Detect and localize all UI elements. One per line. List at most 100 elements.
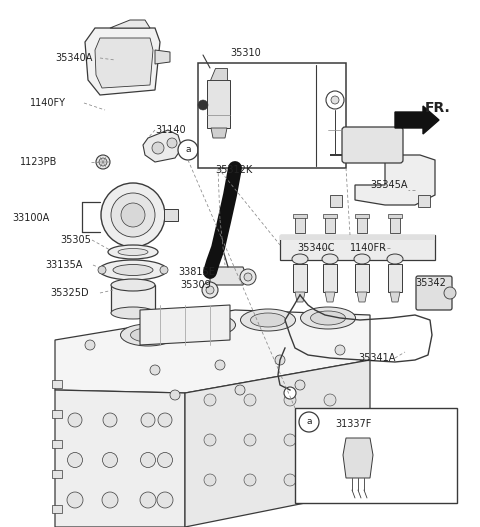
Text: 33135A: 33135A: [45, 260, 83, 270]
Polygon shape: [55, 390, 185, 527]
Polygon shape: [140, 305, 230, 345]
Bar: [330, 195, 342, 207]
Bar: [52, 440, 62, 448]
Polygon shape: [110, 20, 150, 28]
Bar: [295, 217, 305, 233]
Text: 31140: 31140: [155, 125, 186, 135]
Text: 35341A: 35341A: [358, 353, 396, 363]
Bar: [323, 214, 337, 218]
Text: 35340C: 35340C: [297, 243, 335, 253]
Polygon shape: [95, 38, 153, 88]
Circle shape: [157, 492, 173, 508]
Bar: [52, 505, 62, 513]
Text: 35309: 35309: [180, 280, 211, 290]
Text: 35345A: 35345A: [370, 180, 408, 190]
Polygon shape: [295, 292, 305, 302]
Circle shape: [96, 155, 110, 169]
Ellipse shape: [191, 318, 226, 332]
Ellipse shape: [292, 254, 308, 264]
Ellipse shape: [300, 307, 356, 329]
Circle shape: [244, 474, 256, 486]
Polygon shape: [343, 438, 373, 478]
Circle shape: [157, 453, 172, 467]
Bar: [280, 235, 435, 240]
Circle shape: [204, 474, 216, 486]
Circle shape: [204, 394, 216, 406]
Text: a: a: [185, 145, 191, 154]
Bar: [164, 209, 178, 221]
Bar: [355, 264, 369, 292]
Ellipse shape: [387, 254, 403, 264]
Ellipse shape: [113, 265, 153, 276]
Text: 1140FR: 1140FR: [350, 243, 387, 253]
Circle shape: [198, 100, 208, 110]
Text: 31337F: 31337F: [335, 419, 372, 429]
Text: 35305: 35305: [60, 235, 91, 245]
Text: 35325D: 35325D: [50, 288, 89, 298]
Circle shape: [140, 492, 156, 508]
Ellipse shape: [180, 314, 236, 336]
Ellipse shape: [111, 307, 155, 319]
Ellipse shape: [311, 311, 346, 325]
Circle shape: [158, 413, 172, 427]
Ellipse shape: [111, 279, 155, 291]
Polygon shape: [207, 80, 230, 128]
Circle shape: [326, 91, 344, 109]
Circle shape: [170, 390, 180, 400]
Bar: [125, 246, 141, 256]
Circle shape: [99, 158, 107, 166]
Circle shape: [111, 193, 155, 237]
Ellipse shape: [118, 249, 148, 256]
Text: 33815E: 33815E: [178, 267, 215, 277]
Text: 35340A: 35340A: [55, 53, 92, 63]
Polygon shape: [210, 68, 227, 80]
Circle shape: [244, 273, 252, 281]
Circle shape: [102, 492, 118, 508]
Circle shape: [215, 360, 225, 370]
Bar: [323, 264, 337, 292]
Circle shape: [103, 413, 117, 427]
Bar: [355, 214, 369, 218]
Circle shape: [141, 453, 156, 467]
Polygon shape: [55, 310, 370, 393]
Circle shape: [85, 340, 95, 350]
Circle shape: [444, 287, 456, 299]
Bar: [52, 410, 62, 418]
Circle shape: [101, 183, 165, 247]
Circle shape: [121, 203, 145, 227]
Circle shape: [152, 142, 164, 154]
Polygon shape: [85, 28, 160, 95]
Text: 1140FY: 1140FY: [30, 98, 66, 108]
Ellipse shape: [251, 313, 286, 327]
Bar: [293, 214, 307, 218]
Bar: [357, 217, 367, 233]
Bar: [418, 195, 430, 207]
Circle shape: [68, 413, 82, 427]
Bar: [293, 264, 307, 292]
Ellipse shape: [120, 324, 176, 346]
Circle shape: [206, 286, 214, 294]
Bar: [111, 285, 155, 313]
Bar: [295, 408, 457, 503]
Text: 35342: 35342: [415, 278, 446, 288]
Bar: [52, 470, 62, 478]
Ellipse shape: [322, 254, 338, 264]
Circle shape: [324, 474, 336, 486]
Circle shape: [141, 413, 155, 427]
Text: FR.: FR.: [425, 101, 451, 115]
Bar: [325, 217, 335, 233]
Circle shape: [299, 412, 319, 432]
Polygon shape: [155, 50, 170, 64]
Ellipse shape: [240, 309, 296, 331]
Ellipse shape: [131, 328, 166, 342]
Ellipse shape: [99, 260, 167, 280]
Circle shape: [284, 434, 296, 446]
Ellipse shape: [354, 254, 370, 264]
Circle shape: [150, 365, 160, 375]
Circle shape: [98, 266, 106, 274]
Circle shape: [103, 453, 118, 467]
Circle shape: [160, 266, 168, 274]
Bar: [198, 63, 346, 168]
Circle shape: [284, 394, 296, 406]
Text: a: a: [306, 417, 312, 426]
